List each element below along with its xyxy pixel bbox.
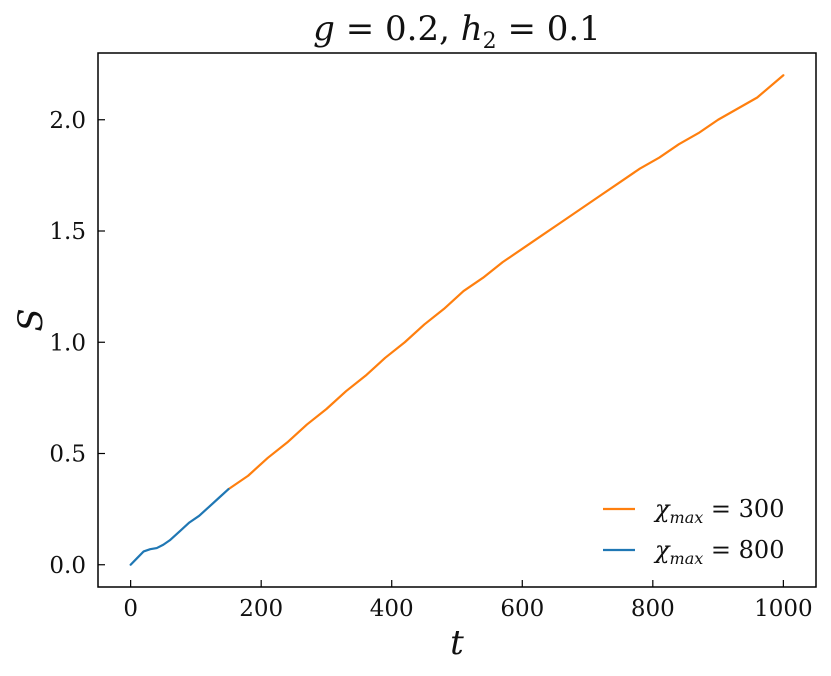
title-part-g: g bbox=[313, 9, 335, 49]
x-tick-label: 1000 bbox=[754, 596, 813, 622]
title-part-h: h bbox=[461, 9, 483, 49]
y-axis-label: S bbox=[11, 308, 51, 331]
x-tick-label: 600 bbox=[500, 596, 544, 622]
legend-label: χmax = 300 bbox=[653, 495, 784, 527]
ticks-group: 0 200 400 600 800 1000 0.0 0.5 1.0 1.5 2.0 bbox=[49, 108, 812, 622]
series-line-chi-300 bbox=[227, 74, 785, 491]
y-tick-label: 0.0 bbox=[49, 553, 86, 579]
title-part-eq2: = 0.1 bbox=[497, 9, 601, 49]
title-part-eq1: = 0.2, bbox=[335, 9, 461, 49]
y-tick-label: 1.0 bbox=[49, 330, 86, 356]
x-tick-label: 0 bbox=[123, 596, 138, 622]
series-group bbox=[129, 74, 785, 566]
y-tick-label: 1.5 bbox=[49, 219, 86, 245]
x-tick-label: 800 bbox=[631, 596, 675, 622]
y-tick-label: 0.5 bbox=[49, 442, 86, 468]
x-tick-label: 200 bbox=[239, 596, 283, 622]
x-axis-label: t bbox=[450, 623, 464, 663]
series-line-chi-800 bbox=[129, 488, 230, 566]
title-part-h-subscript: 2 bbox=[483, 29, 497, 54]
legend-label: χmax = 800 bbox=[653, 536, 784, 568]
chart-title: g = 0.2, h2 = 0.1 bbox=[313, 9, 601, 54]
legend: χmax = 300 χmax = 800 bbox=[603, 495, 784, 568]
x-tick-label: 400 bbox=[370, 596, 414, 622]
y-tick-label: 2.0 bbox=[49, 108, 86, 134]
plot-frame bbox=[97, 52, 817, 588]
